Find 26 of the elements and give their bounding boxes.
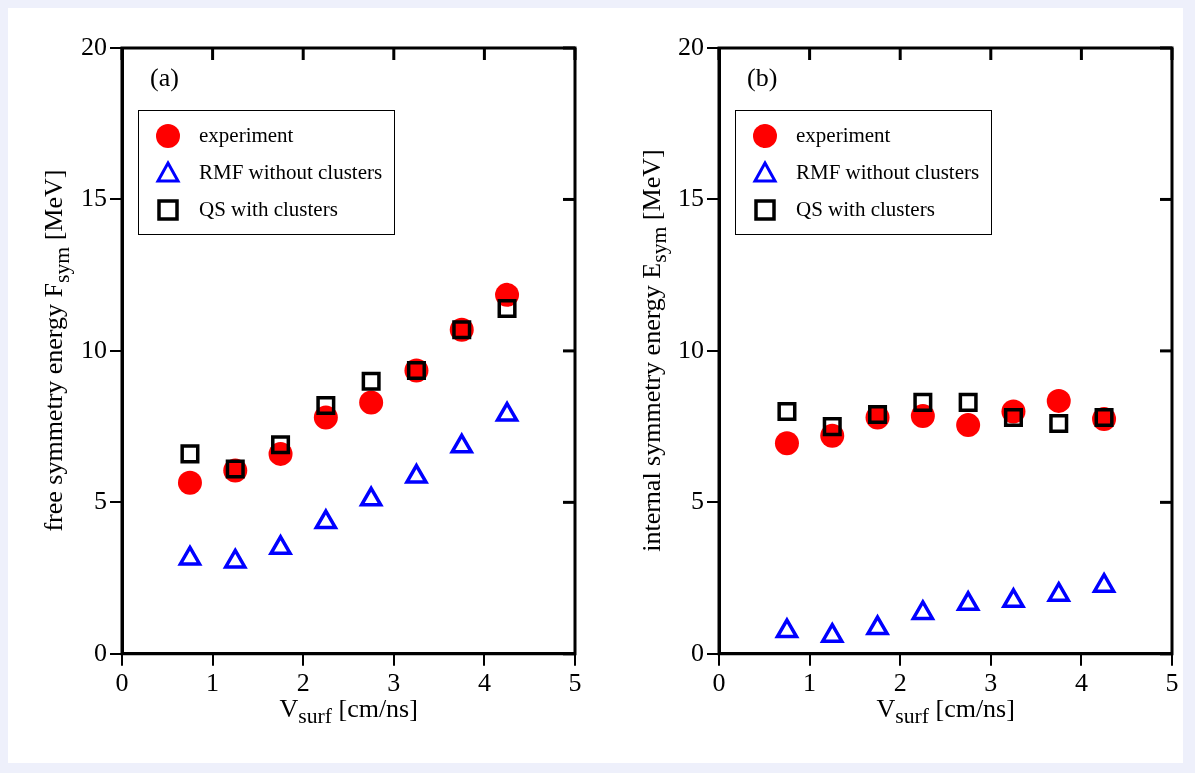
y-tick-label: 5 bbox=[691, 486, 704, 516]
y-tick-label: 0 bbox=[94, 637, 107, 667]
legend-label: RMF without clusters bbox=[796, 160, 980, 185]
x-tick-label: 1 bbox=[206, 668, 220, 698]
y-tick-label: 10 bbox=[81, 334, 107, 364]
x-tick-label: 5 bbox=[568, 668, 582, 698]
annotation: (a) bbox=[150, 62, 179, 92]
y-tick-label: 20 bbox=[678, 31, 704, 61]
y-tick-label: 20 bbox=[81, 31, 107, 61]
legend-label: RMF without clusters bbox=[199, 160, 383, 185]
y-tick-label: 15 bbox=[678, 183, 704, 213]
y-tick-label: 10 bbox=[678, 334, 704, 364]
y-tick-label: 0 bbox=[691, 637, 704, 667]
x-tick-label: 0 bbox=[115, 668, 129, 698]
legend-label: QS with clusters bbox=[796, 197, 935, 222]
legend-label: experiment bbox=[796, 123, 891, 148]
y-tick-label: 5 bbox=[94, 486, 107, 516]
x-tick-label: 5 bbox=[1165, 668, 1179, 698]
y-tick-label: 15 bbox=[81, 183, 107, 213]
x-tick-label: 4 bbox=[1074, 668, 1088, 698]
x-tick-label: 4 bbox=[477, 668, 491, 698]
x-tick-label: 1 bbox=[803, 668, 817, 698]
legend-label: QS with clusters bbox=[199, 197, 338, 222]
annotation: (b) bbox=[747, 62, 778, 92]
legend-label: experiment bbox=[199, 123, 294, 148]
x-tick-label: 0 bbox=[712, 668, 726, 698]
